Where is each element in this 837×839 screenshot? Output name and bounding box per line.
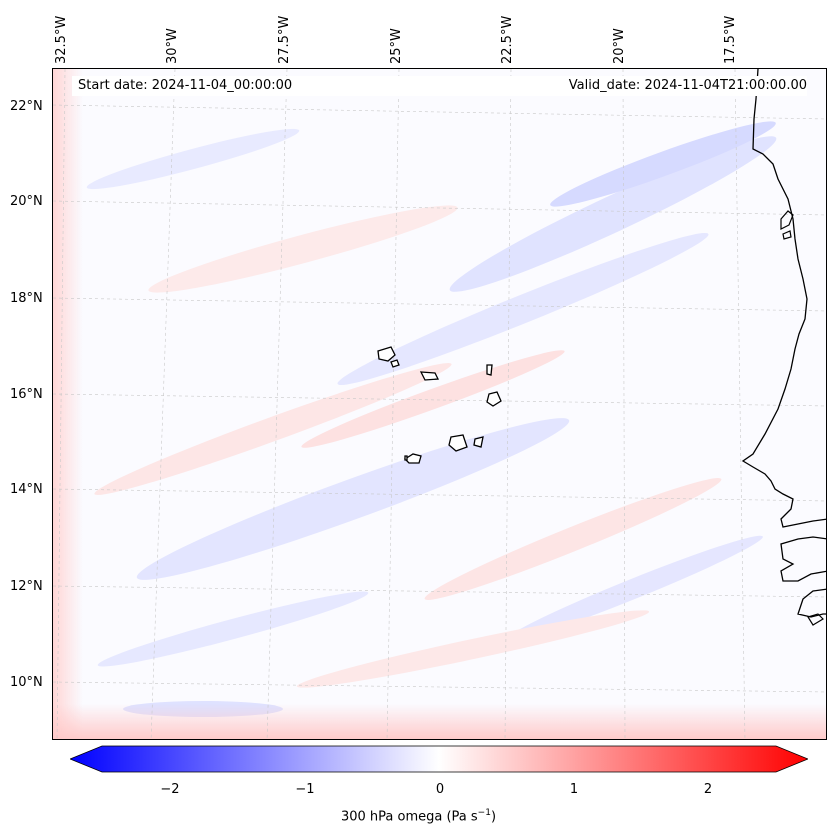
lon-label-20w: 20°W [612, 28, 627, 64]
lon-label-27-5w: 27.5°W [277, 15, 292, 64]
africa-coastline [741, 69, 826, 618]
lon-label-17-5w: 17.5°W [723, 15, 738, 64]
lat-label-20n: 20°N [10, 194, 43, 209]
colorbar-label: 300 hPa omega (Pa s−1) [340, 808, 497, 825]
colorbar-tick-1: 1 [569, 782, 579, 797]
lat-label-10n: 10°N [10, 675, 43, 690]
graticule [53, 69, 826, 739]
lat-label-22n: 22°N [10, 99, 43, 114]
colorbar-tick-minus-2: −2 [160, 782, 180, 797]
lat-label-12n: 12°N [10, 579, 43, 594]
lon-label-30w: 30°W [165, 28, 180, 64]
colorbar-tick-minus-1: −1 [295, 782, 315, 797]
omega-map[interactable] [52, 68, 827, 740]
colorbar [70, 745, 808, 773]
bottom-boundary-band [53, 704, 826, 739]
map-canvas [53, 69, 826, 739]
start-date-label: Start date: 2024-11-04_00:00:00 [78, 78, 293, 93]
colorbar-body [70, 745, 808, 773]
colorbar-tick-0: 0 [435, 782, 445, 797]
lon-label-22-5w: 22.5°W [500, 15, 515, 64]
date-header-bar [72, 76, 807, 96]
coastal-islands [780, 210, 824, 626]
lat-label-14n: 14°N [10, 482, 43, 497]
valid-date-label: Valid_date: 2024-11-04T21:00:00.00 [568, 78, 807, 93]
omega-field [86, 121, 777, 717]
lon-label-32-5w: 32.5°W [54, 15, 69, 64]
lon-label-25w: 25°W [389, 28, 404, 64]
lat-label-18n: 18°N [10, 291, 43, 306]
left-boundary-band [53, 69, 83, 739]
cape-verde-islands [377, 346, 502, 464]
colorbar-tick-2: 2 [703, 782, 713, 797]
lat-label-16n: 16°N [10, 387, 43, 402]
